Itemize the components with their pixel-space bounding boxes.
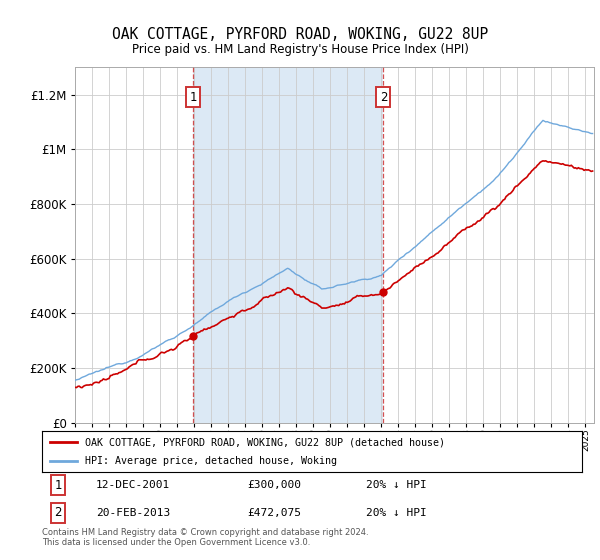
Text: 12-DEC-2001: 12-DEC-2001 (96, 480, 170, 490)
Bar (193, 67, 383, 423)
Text: OAK COTTAGE, PYRFORD ROAD, WOKING, GU22 8UP (detached house): OAK COTTAGE, PYRFORD ROAD, WOKING, GU22 … (85, 437, 445, 447)
Text: 1: 1 (55, 479, 62, 492)
Text: 2: 2 (55, 506, 62, 519)
Text: 2: 2 (380, 91, 387, 104)
Text: Contains HM Land Registry data © Crown copyright and database right 2024.
This d: Contains HM Land Registry data © Crown c… (42, 528, 368, 547)
Text: 1: 1 (190, 91, 197, 104)
Text: £300,000: £300,000 (247, 480, 301, 490)
Text: OAK COTTAGE, PYRFORD ROAD, WOKING, GU22 8UP: OAK COTTAGE, PYRFORD ROAD, WOKING, GU22 … (112, 27, 488, 42)
Text: 20% ↓ HPI: 20% ↓ HPI (366, 480, 427, 490)
Text: Price paid vs. HM Land Registry's House Price Index (HPI): Price paid vs. HM Land Registry's House … (131, 43, 469, 55)
Text: HPI: Average price, detached house, Woking: HPI: Average price, detached house, Woki… (85, 456, 337, 466)
Text: 20-FEB-2013: 20-FEB-2013 (96, 508, 170, 518)
Text: £472,075: £472,075 (247, 508, 301, 518)
Text: 20% ↓ HPI: 20% ↓ HPI (366, 508, 427, 518)
